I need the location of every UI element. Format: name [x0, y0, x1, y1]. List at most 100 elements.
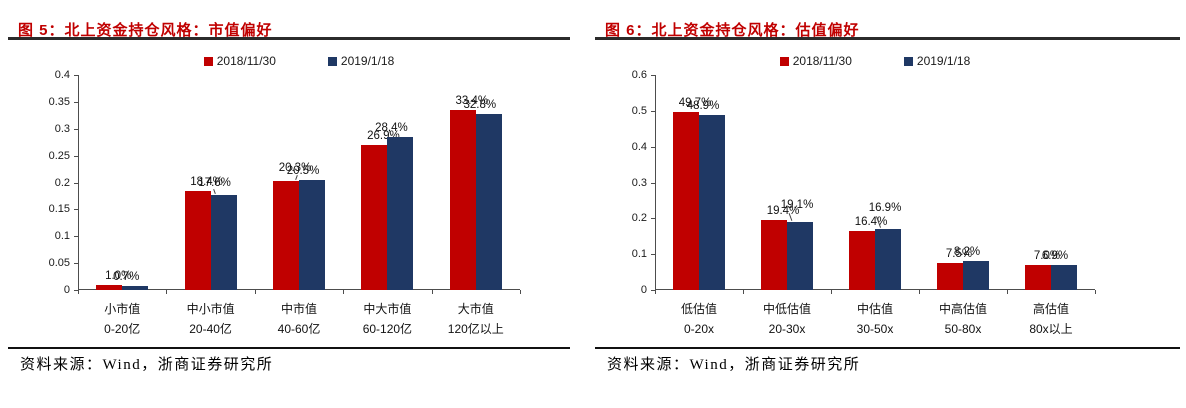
- y-axis-tick-mark: [74, 155, 78, 157]
- category-range: 60-120亿: [362, 322, 413, 336]
- legend-label: 2018/11/30: [792, 54, 852, 68]
- figure-6-footer-rule: [595, 347, 1180, 349]
- bar-2019-1-18-cat2: [299, 179, 325, 290]
- y-axis-tick-label: 0.35: [48, 95, 70, 108]
- y-axis-tick-mark: [651, 146, 655, 148]
- legend-swatch-icon: [903, 56, 913, 66]
- y-axis-tick-label: 0.4: [54, 69, 70, 81]
- bar-data-label: 28.4%: [375, 122, 408, 135]
- category-name: 中估值: [856, 302, 893, 316]
- category-range: 0-20x: [683, 322, 715, 336]
- y-axis-tick-label: 0.25: [48, 149, 70, 162]
- y-axis-tick-label: 0.4: [631, 140, 647, 153]
- category-name: 大市值: [457, 302, 494, 316]
- y-axis-tick-label: 0.6: [631, 69, 647, 81]
- bar-data-label: 18.4%: [190, 176, 223, 189]
- y-axis-tick-label: 0.3: [631, 176, 647, 189]
- x-axis-category-label: 中低估值 20-30x: [743, 299, 831, 339]
- figure-6-bar-chart: 2018/11/30 2019/1/18 0 0.1 0.2 0.3 0.4 0.5 0.6 49…: [595, 42, 1180, 342]
- figure-6-source-note: 资料来源：Wind，浙商证券研究所: [607, 357, 861, 373]
- legend-swatch-icon: [779, 56, 789, 66]
- category-name: 中小市值: [186, 302, 235, 316]
- bar-2019-1-18-cat1: [787, 221, 813, 290]
- x-axis-category-label: 中估值 30-50x: [831, 299, 919, 339]
- bar-data-label: 16.4%: [854, 216, 888, 229]
- x-axis-tick-mark: [1095, 290, 1096, 294]
- figure-5-title: 图 5：北上资金持仓风格：市值偏好: [18, 22, 273, 40]
- y-axis-tick-mark: [651, 254, 655, 256]
- category-range: 80x以上: [1029, 322, 1073, 336]
- figure-5-bar-chart: 2018/11/30 2019/1/18 0 0.05 0.1 0.15 0.2 0.25 0.…: [8, 42, 570, 342]
- category-name: 中高估值: [938, 302, 987, 316]
- y-axis-tick-label: 0.2: [631, 212, 647, 225]
- y-axis-tick-mark: [74, 182, 78, 184]
- x-axis-tick-mark: [166, 290, 168, 294]
- x-axis-category-label: 高估值 80x以上: [1007, 299, 1095, 339]
- x-axis-tick-mark: [254, 290, 256, 294]
- bar-data-label: 6.9%: [1041, 250, 1069, 263]
- category-name: 小市值: [104, 302, 141, 316]
- x-axis-tick-mark: [1007, 290, 1008, 294]
- x-axis-category-label: 中大市值 60-120亿: [343, 299, 431, 339]
- x-axis-tick-mark: [78, 290, 79, 294]
- bar-data-label: 32.8%: [463, 98, 497, 111]
- x-axis-tick-mark: [655, 290, 656, 294]
- bar-2019-1-18-cat4: [475, 113, 502, 290]
- x-axis-category-label: 大市值 120亿以上: [432, 299, 520, 339]
- y-axis-tick-label: 0: [640, 284, 647, 296]
- y-axis-tick-mark: [74, 128, 78, 130]
- legend-item-2019-1-18: 2019/1/18: [903, 54, 970, 68]
- y-axis-tick-mark: [74, 75, 78, 76]
- y-axis-tick-label: 0.3: [54, 122, 70, 135]
- bar-data-label: 7.0%: [1033, 249, 1061, 262]
- legend-item-2018-11-30: 2018/11/30: [203, 54, 276, 68]
- figure-6-title: 图 6：北上资金持仓风格：估值偏好: [605, 22, 860, 40]
- x-axis-category-label: 低估值 0-20x: [655, 299, 743, 339]
- legend-swatch-icon: [203, 56, 213, 66]
- y-axis-tick-mark: [74, 263, 78, 265]
- figure-5-panel: 图 5：北上资金持仓风格：市值偏好 2018/11/30 2019/1/18 0 0.…: [8, 0, 570, 408]
- figure-5-footer-rule: [8, 347, 570, 349]
- bar-data-label: 16.9%: [868, 202, 902, 215]
- bar-2018-11-30-cat0: [673, 111, 699, 290]
- bar-2019-1-18-cat0: [699, 114, 725, 290]
- category-range: 20-30x: [768, 322, 806, 336]
- y-axis-tick-label: 0.5: [631, 104, 647, 117]
- bar-2018-11-30-cat1: [761, 220, 787, 290]
- y-axis-tick-label: 0.1: [631, 248, 647, 261]
- bar-data-label: 20.5%: [286, 164, 320, 177]
- y-axis-tick-mark: [74, 290, 78, 291]
- figure-5-title-rule: [8, 37, 570, 40]
- bar-2019-1-18-cat1: [210, 195, 237, 290]
- y-axis-tick-mark: [651, 182, 655, 184]
- chart-legend: 2018/11/30 2019/1/18: [655, 54, 1095, 68]
- bar-data-label: 19.1%: [780, 198, 814, 211]
- bar-data-label: 49.7%: [678, 96, 712, 109]
- x-axis-tick-mark: [831, 290, 832, 294]
- chart-legend: 2018/11/30 2019/1/18: [78, 54, 520, 68]
- category-range: 120亿以上: [447, 322, 504, 336]
- bar-data-label: 8.2%: [953, 245, 981, 258]
- bar-2018-11-30-cat2: [273, 180, 299, 290]
- legend-item-2019-1-18: 2019/1/18: [327, 54, 395, 68]
- category-range: 30-50x: [856, 322, 894, 336]
- bar-data-label: 0.7%: [113, 271, 140, 284]
- legend-label: 2019/1/18: [340, 54, 395, 68]
- category-name: 低估值: [680, 302, 717, 316]
- figure-6-title-rule: [595, 37, 1180, 40]
- category-range: 0-20亿: [104, 322, 141, 336]
- bar-data-label: 7.5%: [945, 248, 973, 261]
- figure-6-panel: 图 6：北上资金持仓风格：估值偏好 2018/11/30 2019/1/18 0 0.…: [595, 0, 1180, 408]
- legend-item-2018-11-30: 2018/11/30: [779, 54, 852, 68]
- legend-swatch-icon: [327, 56, 337, 66]
- bar-2018-11-30-cat4: [449, 110, 476, 290]
- bar-2018-11-30-cat0: [96, 284, 123, 290]
- bar-data-label: 1.0%: [105, 269, 132, 282]
- bar-2019-1-18-cat0: [122, 286, 149, 290]
- bar-2019-1-18-cat3: [963, 260, 989, 290]
- y-axis-tick-mark: [74, 209, 78, 211]
- bar-data-label: 48.9%: [686, 99, 720, 112]
- bar-2018-11-30-cat4: [1025, 264, 1051, 290]
- bar-data-label: 17.6%: [198, 177, 231, 190]
